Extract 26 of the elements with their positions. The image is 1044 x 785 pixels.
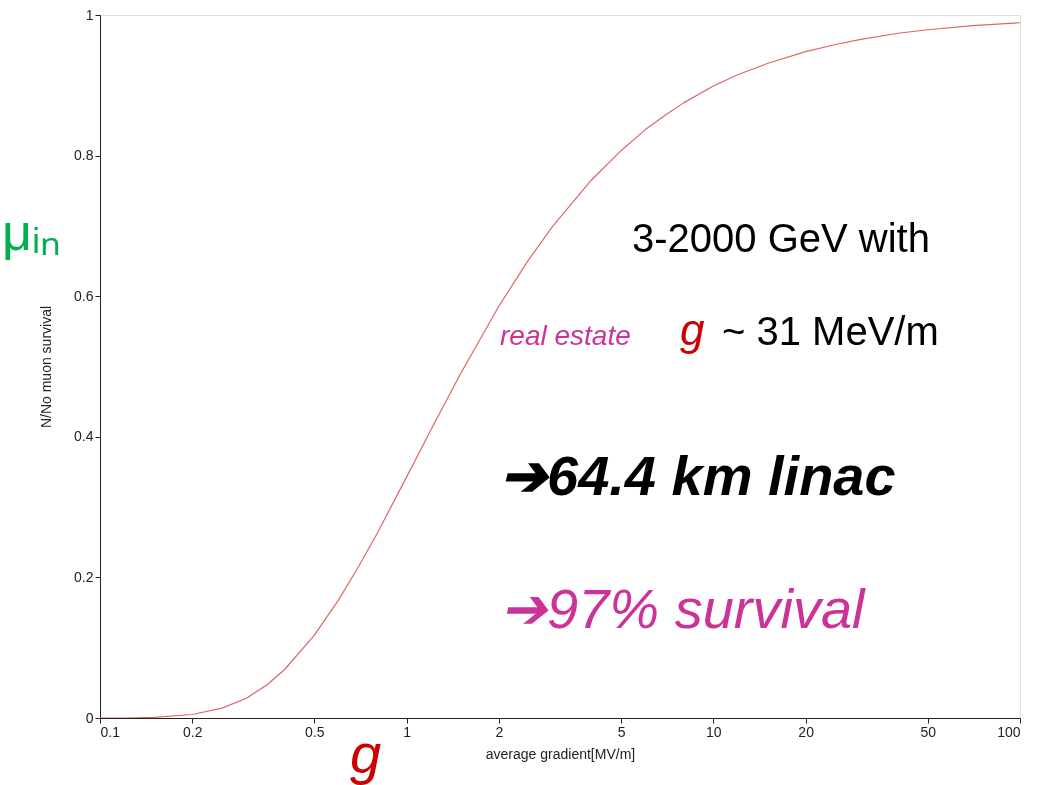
x-tick-label: 50 [920,723,937,740]
annotation: 3-2000 GeV with [632,216,930,260]
x-tick-label: 0.2 [183,723,203,740]
annotation: ➔97% survival [500,577,867,640]
x-tick-label: 10 [706,723,722,740]
x-tick-label: 20 [798,723,815,740]
annotation: real estate [500,320,631,351]
x-tick-label: 0.5 [305,723,325,740]
y-tick-label: 0.6 [74,287,94,304]
text: μᵢₙ [2,203,62,261]
text: g [350,722,382,785]
x-tick-label: 5 [617,723,626,740]
y-tick-label: 1 [85,6,94,23]
annotation: g [680,305,705,354]
annotation: ~ 31 MeV/m [722,309,939,353]
y-tick-label: 0 [85,709,94,726]
y-tick-label: 0.2 [74,568,94,585]
x-tick-label: 2 [495,723,504,740]
y-tick-label: 0.4 [74,428,94,445]
y-tick-label: 0.8 [74,147,94,164]
x-tick-label: 1 [403,723,412,740]
x-tick-label: 0.1 [100,723,121,740]
x-tick-label: 100 [997,723,1021,740]
y-axis-title: N/No muon survival [38,305,55,429]
x-axis-title: average gradient[MV/m] [485,745,636,762]
annotation: ➔64.4 km linac [500,444,896,507]
